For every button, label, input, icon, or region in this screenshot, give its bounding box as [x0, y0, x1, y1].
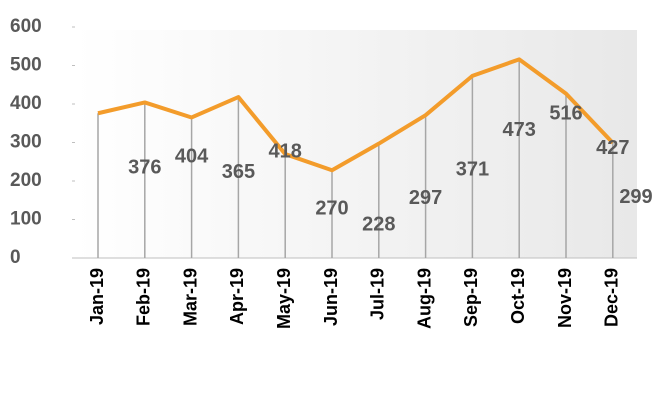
y-tick-label: 400 — [10, 93, 42, 114]
data-label: 371 — [456, 158, 489, 180]
data-label: 299 — [619, 186, 652, 208]
x-tick-label: Jul-19 — [368, 268, 388, 320]
x-tick-label: Aug-19 — [414, 268, 434, 329]
x-tick-label: Sep-19 — [461, 268, 481, 327]
data-label: 418 — [269, 140, 302, 162]
data-label: 427 — [596, 137, 629, 159]
x-tick-label: Mar-19 — [180, 268, 200, 326]
y-tick-label: 300 — [10, 132, 42, 153]
x-tick-label: Jan-19 — [87, 268, 107, 325]
y-tick-label: 0 — [10, 247, 21, 268]
data-label: 228 — [362, 214, 395, 236]
x-tick-label: May-19 — [274, 268, 294, 329]
y-tick-label: 600 — [10, 16, 42, 37]
data-label: 365 — [222, 161, 255, 183]
y-tick-label: 200 — [10, 170, 42, 191]
x-tick-label: Nov-19 — [555, 268, 575, 328]
data-label: 376 — [128, 157, 161, 179]
data-label: 473 — [503, 119, 536, 141]
data-label: 270 — [315, 197, 348, 219]
y-tick-label: 500 — [10, 55, 42, 76]
line — [97, 57, 615, 173]
data-label: 404 — [175, 146, 209, 168]
x-tick-label: Feb-19 — [134, 268, 154, 326]
data-label: 297 — [409, 187, 442, 209]
y-tick-label: 100 — [10, 209, 42, 230]
data-label: 516 — [549, 103, 582, 125]
x-tick-label: Apr-19 — [227, 268, 247, 325]
x-tick-label: Jun-19 — [321, 268, 341, 326]
plot-background — [75, 30, 637, 258]
x-tick-label: Oct-19 — [508, 268, 528, 324]
x-tick-label: Dec-19 — [602, 268, 622, 327]
